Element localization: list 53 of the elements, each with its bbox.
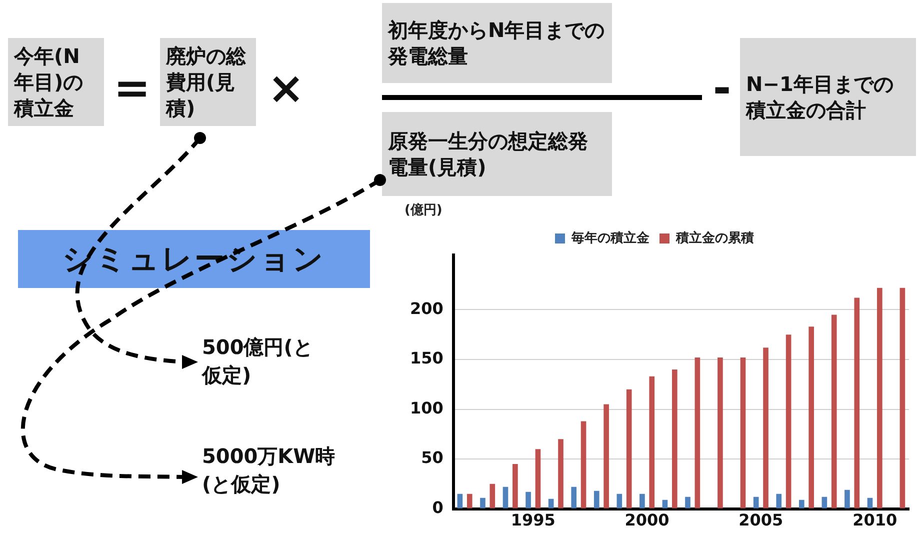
x-tick-label: 2010	[852, 510, 898, 530]
bar	[558, 439, 564, 508]
text: -	[712, 62, 732, 116]
bar	[763, 348, 768, 508]
bar	[753, 496, 759, 508]
bar	[466, 494, 472, 508]
legend-label: 積立金の累積	[675, 230, 754, 246]
bar	[685, 496, 690, 508]
bar	[480, 498, 486, 508]
y-axis-title: (億円)	[404, 202, 442, 218]
bar	[854, 298, 860, 508]
bar	[512, 464, 518, 508]
y-tick-label: 200	[410, 298, 444, 318]
text: 原発一生分の想定総発電量(見積)	[382, 112, 612, 196]
text: 初年度からN年目までの発電総量	[382, 3, 612, 83]
bar	[672, 369, 678, 508]
bar	[502, 486, 508, 508]
text: N−1年目までの積立金の合計	[740, 38, 916, 156]
bar	[649, 376, 655, 508]
bar	[776, 494, 782, 508]
bar	[490, 484, 496, 508]
bar	[526, 492, 531, 508]
bar	[640, 494, 645, 508]
bar	[900, 288, 906, 508]
bar	[594, 490, 600, 508]
bar	[867, 498, 873, 508]
legend-label: 毎年の積立金	[570, 230, 650, 246]
bar	[694, 358, 700, 508]
bar	[535, 449, 541, 508]
bar	[831, 314, 837, 508]
x-tick-label: 2000	[624, 510, 670, 530]
y-tick-label: 0	[432, 498, 444, 517]
bar	[662, 500, 668, 508]
bar	[740, 358, 746, 508]
bar	[798, 500, 804, 508]
bar	[571, 486, 577, 508]
bar	[548, 498, 554, 508]
bar	[457, 494, 463, 508]
bar	[844, 490, 850, 508]
bar	[616, 494, 622, 508]
bar	[626, 389, 632, 508]
bar	[877, 288, 882, 508]
bar	[718, 358, 723, 508]
x-tick-label: 2005	[738, 510, 784, 530]
y-tick-label: 100	[410, 398, 444, 418]
bar	[604, 404, 609, 508]
bar	[786, 334, 792, 508]
y-tick-label: 150	[410, 348, 444, 368]
bar	[580, 421, 586, 508]
bar	[822, 496, 828, 508]
y-tick-label: 50	[421, 448, 444, 468]
x-tick-label: 1995	[510, 510, 556, 530]
bar	[808, 326, 814, 508]
